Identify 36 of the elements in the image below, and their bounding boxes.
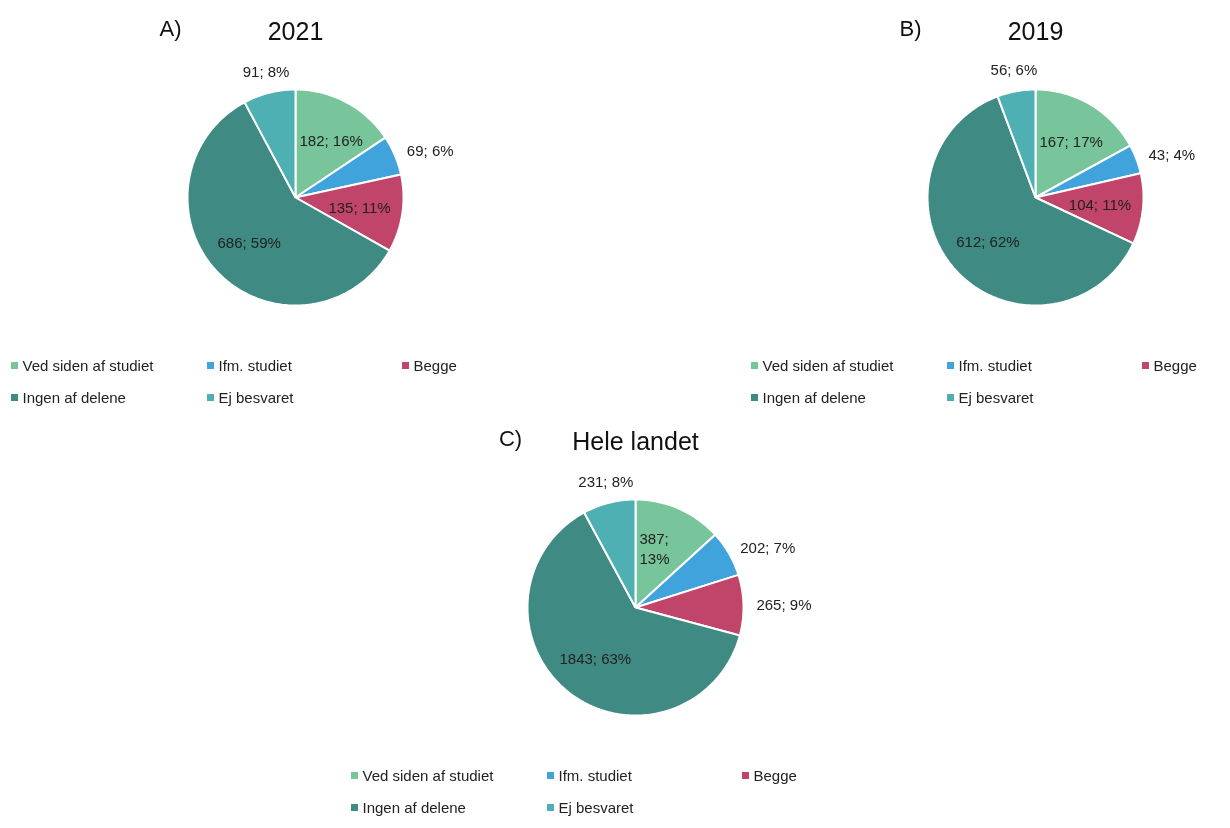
- data-label: 182; 16%: [299, 131, 363, 149]
- data-label: 686; 59%: [217, 234, 281, 252]
- text: B): [899, 16, 922, 41]
- chart-title: Hele landet: [572, 426, 699, 455]
- data-label: 231; 8%: [578, 473, 634, 491]
- data-label: 135; 11%: [328, 198, 391, 216]
- legend-label: Ifm. studiet: [958, 357, 1033, 374]
- legend-label: Ifm. studiet: [558, 767, 633, 784]
- legend-label: Ej besvaret: [958, 389, 1035, 406]
- data-label: 265; 9%: [756, 596, 812, 614]
- text: A): [159, 16, 182, 41]
- legend-label: Ved siden af studiet: [362, 767, 495, 784]
- data-label: 167; 17%: [1039, 133, 1103, 151]
- legend-label: Ej besvaret: [218, 389, 295, 406]
- data-label: 69; 6%: [406, 141, 454, 159]
- legend-label: Ved siden af studiet: [22, 357, 155, 374]
- legend-label: Ingen af delene: [22, 389, 126, 406]
- chart-title: 2019: [1007, 16, 1064, 45]
- data-label: 387; 13%: [639, 529, 670, 567]
- legend-label: Begge: [1153, 357, 1197, 374]
- legend-label: Ifm. studiet: [218, 357, 293, 374]
- legend-label: Begge: [413, 357, 457, 374]
- data-label: 612; 62%: [956, 232, 1020, 250]
- legend-label: Ved siden af studiet: [762, 357, 895, 374]
- legend-label: Ingen af delene: [362, 799, 466, 816]
- legend-label: Ej besvaret: [558, 799, 635, 816]
- legend-label: Ingen af delene: [762, 389, 866, 406]
- data-label: 91; 8%: [242, 63, 290, 81]
- data-label: 43; 4%: [1148, 145, 1196, 163]
- text: C): [498, 426, 523, 451]
- chart-title: 2021: [267, 16, 324, 45]
- legend-label: Begge: [753, 767, 797, 784]
- data-label: 56; 6%: [990, 61, 1038, 79]
- data-label: 104; 11%: [1068, 195, 1132, 213]
- data-label: 202; 7%: [740, 538, 796, 556]
- data-label: 1843; 63%: [559, 649, 632, 667]
